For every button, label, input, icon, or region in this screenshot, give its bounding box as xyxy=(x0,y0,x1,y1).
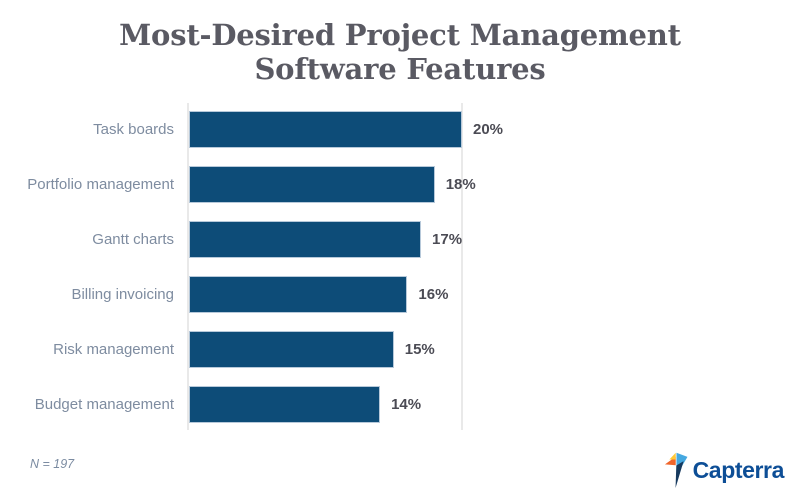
y-axis-line xyxy=(187,103,189,430)
bar xyxy=(189,221,422,258)
bar xyxy=(189,386,381,423)
category-label: Gantt charts xyxy=(92,231,174,248)
bar xyxy=(189,166,435,203)
chart-row: Risk management 15% xyxy=(0,331,800,368)
logo-facet-navy xyxy=(675,461,684,488)
bar xyxy=(189,331,394,368)
value-label: 16% xyxy=(418,286,449,303)
value-label: 17% xyxy=(432,231,463,248)
title-line-2: Software Features xyxy=(254,52,546,86)
value-label: 15% xyxy=(404,341,435,358)
chart-row: Gantt charts 17% xyxy=(0,221,800,258)
capterra-logo-icon xyxy=(664,452,688,488)
chart-row: Task boards 20% xyxy=(0,111,800,148)
value-label: 20% xyxy=(473,121,504,138)
category-label: Portfolio management xyxy=(27,176,174,193)
bar xyxy=(189,276,408,313)
chart-area: Task boards 20% Portfolio management 18%… xyxy=(0,103,800,430)
title-line-1: Most-Desired Project Management xyxy=(119,18,681,52)
value-label: 14% xyxy=(391,396,422,413)
chart-row: Budget management 14% xyxy=(0,386,800,423)
gridline-20-percent xyxy=(461,103,463,430)
footnote-sample-size: N = 197 xyxy=(30,457,75,471)
chart-row: Portfolio management 18% xyxy=(0,166,800,203)
chart-row: Billing invoicing 16% xyxy=(0,276,800,313)
capterra-logo: Capterra xyxy=(664,452,784,489)
category-label: Risk management xyxy=(53,341,174,358)
bar xyxy=(189,111,462,148)
capterra-logo-text: Capterra xyxy=(692,457,785,483)
category-label: Task boards xyxy=(93,121,174,138)
value-label: 18% xyxy=(445,176,476,193)
logo-facet-yellow xyxy=(668,452,676,460)
page-title: Most-Desired Project Management Software… xyxy=(0,18,800,86)
category-label: Billing invoicing xyxy=(71,286,174,303)
category-label: Budget management xyxy=(34,396,174,413)
